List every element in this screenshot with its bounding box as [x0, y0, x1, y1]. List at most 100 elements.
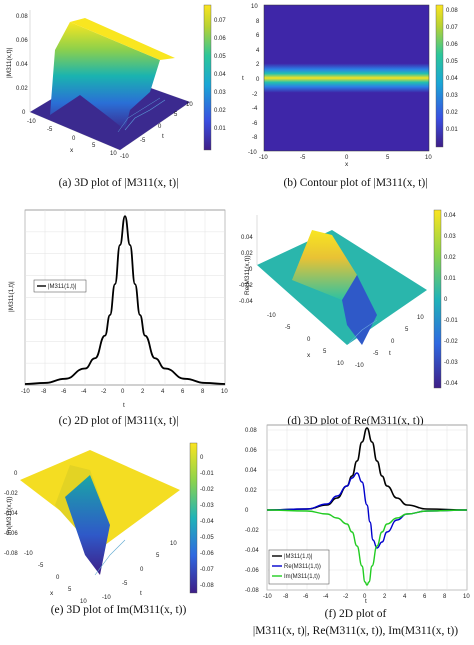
- svg-text:-4: -4: [252, 106, 258, 112]
- svg-text:-0.02: -0.02: [200, 487, 214, 493]
- xtick-labels: -10 -5 0 5 10: [267, 313, 344, 367]
- svg-text:0.04: 0.04: [214, 72, 226, 78]
- negative-trough: [65, 475, 110, 575]
- legend-label-real: Re(M311(1,t)): [284, 564, 321, 570]
- svg-text:-5: -5: [38, 563, 44, 569]
- svg-text:-0.04: -0.04: [200, 519, 214, 525]
- xtick-label: -6: [303, 594, 309, 600]
- svg-text:10: 10: [425, 155, 432, 161]
- svg-text:6: 6: [256, 33, 260, 39]
- ztick-labels: 0 0.02 0.04 0.06 0.08: [16, 14, 28, 116]
- caption-e: (e) 3D plot of Im(M311(x, t)): [50, 604, 187, 616]
- surface-plot-abs: 0 0.02 0.04 0.06 0.08 -10 -5 0 5 10 -10 …: [6, 4, 226, 160]
- svg-text:0: 0: [72, 136, 76, 142]
- ytick-labels: 0.08 0.06 0.04 0.02 0 -0.02 -0.04 -0.06 -0.08: [245, 428, 259, 594]
- svg-text:0.03: 0.03: [444, 234, 456, 240]
- xaxis-label: x: [307, 352, 311, 359]
- svg-text:0: 0: [22, 110, 26, 116]
- svg-text:0: 0: [158, 124, 162, 130]
- colorbar: [203, 4, 212, 151]
- caption-f-line1: (f) 2D plot of: [324, 608, 387, 620]
- svg-text:-0.02: -0.02: [444, 339, 458, 345]
- zaxis-label: Im(M311(x,t)): [6, 496, 13, 535]
- contour-plot: 10 8 6 4 2 0 -2 -4 -6 -8 -10 -10 -5 0 5 …: [242, 4, 458, 168]
- svg-text:0.02: 0.02: [446, 110, 458, 116]
- ttick-labels: -10 -5 0 5 10: [102, 541, 177, 601]
- svg-text:0: 0: [307, 337, 311, 343]
- svg-text:10: 10: [251, 4, 258, 10]
- svg-text:0.05: 0.05: [214, 54, 226, 60]
- svg-text:0.01: 0.01: [444, 276, 456, 282]
- xaxis-label: t: [365, 598, 367, 605]
- caption-c: (c) 2D plot of |M311(x, t)|: [58, 415, 179, 427]
- svg-text:-0.07: -0.07: [200, 567, 214, 573]
- svg-text:0.03: 0.03: [214, 90, 226, 96]
- ytick-label: -0.02: [245, 528, 259, 534]
- line-plot-abs: -10 -8 -6 -4 -2 0 2 4 6 8 10 |M311(1,t)| t |M311(1…: [8, 209, 228, 409]
- svg-text:0: 0: [391, 339, 395, 345]
- colorbar: [435, 4, 444, 148]
- taxis-label: t: [162, 133, 164, 140]
- colorbar-ticks: 0.08 0.07 0.06 0.05 0.04 0.03 0.02 0.01: [446, 8, 458, 133]
- xtick-label: -10: [263, 594, 272, 600]
- svg-text:-5: -5: [300, 155, 306, 161]
- xtick-label: 2: [383, 594, 387, 600]
- svg-text:5: 5: [174, 112, 178, 118]
- xtick-label: -8: [283, 594, 289, 600]
- surface-plot-real: 0.04 0.02 0 -0.02 -0.04 -10 -5 0 5 10 -1…: [239, 209, 458, 389]
- svg-text:-0.04: -0.04: [444, 381, 458, 387]
- colorbar-ticks: 0 -0.01 -0.02 -0.03 -0.04 -0.05 -0.06 -0…: [200, 455, 214, 589]
- taxis-label: t: [389, 350, 391, 357]
- xtick-label: -10: [21, 389, 30, 395]
- panel-b-contour: 10 8 6 4 2 0 -2 -4 -6 -8 -10 -10 -5 0 5 …: [237, 0, 474, 170]
- panel-d-3d-re: 0.04 0.02 0 -0.02 -0.04 -10 -5 0 5 10 -1…: [237, 205, 474, 410]
- svg-text:0.08: 0.08: [16, 14, 28, 20]
- ttick-labels: -10 -5 0 5 10: [355, 315, 424, 369]
- svg-text:-6: -6: [252, 121, 258, 127]
- svg-text:0.08: 0.08: [446, 8, 458, 14]
- svg-text:10: 10: [80, 599, 87, 605]
- caption-f-line2: |M311(x, t)|, Re(M311(x, t)), Im(M311(x,…: [252, 625, 459, 637]
- positive-ridge: [292, 230, 357, 300]
- svg-text:-5: -5: [373, 351, 379, 357]
- ytick-label: 0.04: [245, 468, 257, 474]
- svg-text:-0.04: -0.04: [4, 511, 18, 517]
- xtick-label: -4: [323, 594, 329, 600]
- legend: |M311(1,t)|: [33, 279, 87, 293]
- ttick-labels: -10 -5 0 5 10: [120, 102, 193, 160]
- colorbar-ticks: 0.04 0.03 0.02 0.01 0 -0.01 -0.02 -0.03 …: [444, 213, 458, 387]
- xtick-labels: -10 -8 -6 -4 -2 0 2 4 6 8 10: [21, 389, 228, 395]
- ytick-labels: 10 8 6 4 2 0 -2 -4 -6 -8 -10: [248, 4, 260, 156]
- xtick-labels: -10 -5 0 5 10: [27, 119, 117, 157]
- svg-text:5: 5: [92, 143, 96, 149]
- legend: |M311(1,t)| Re(M311(1,t)) Im(M311(1,t)): [268, 549, 330, 585]
- svg-text:5: 5: [68, 587, 72, 593]
- xtick-label: 4: [403, 594, 407, 600]
- svg-text:-0.04: -0.04: [239, 299, 253, 305]
- xaxis-label: x: [70, 147, 74, 154]
- svg-text:0: 0: [444, 297, 448, 303]
- svg-text:0.05: 0.05: [446, 59, 458, 65]
- taxis-label: t: [140, 590, 142, 597]
- legend-label-imag: Im(M311(1,t)): [284, 574, 320, 580]
- xtick-labels: -10 -5 0 5 10: [259, 155, 432, 161]
- svg-text:-0.02: -0.02: [4, 491, 18, 497]
- panel-e-3d-im: 0 -0.02 -0.04 -0.06 -0.08 -10 -5 0 5 10 …: [0, 435, 237, 610]
- xtick-label: 0: [363, 594, 367, 600]
- zaxis-label: Re(M311(x,t)): [244, 255, 251, 295]
- svg-text:-5: -5: [285, 325, 291, 331]
- xtick-label: 0: [121, 389, 125, 395]
- svg-text:0.02: 0.02: [16, 86, 28, 92]
- svg-text:0: 0: [140, 567, 144, 573]
- svg-text:0: 0: [56, 575, 60, 581]
- contour-field: [263, 4, 430, 152]
- xtick-label: 6: [181, 389, 185, 395]
- xtick-label: -6: [61, 389, 67, 395]
- series-real-line: [266, 472, 468, 549]
- svg-text:-0.08: -0.08: [4, 551, 18, 557]
- svg-text:-10: -10: [120, 154, 129, 160]
- xtick-label: -2: [343, 594, 349, 600]
- caption-b: (b) Contour plot of |M311(x, t)|: [283, 177, 428, 189]
- xaxis-label: t: [123, 402, 125, 409]
- svg-text:-2: -2: [252, 92, 258, 98]
